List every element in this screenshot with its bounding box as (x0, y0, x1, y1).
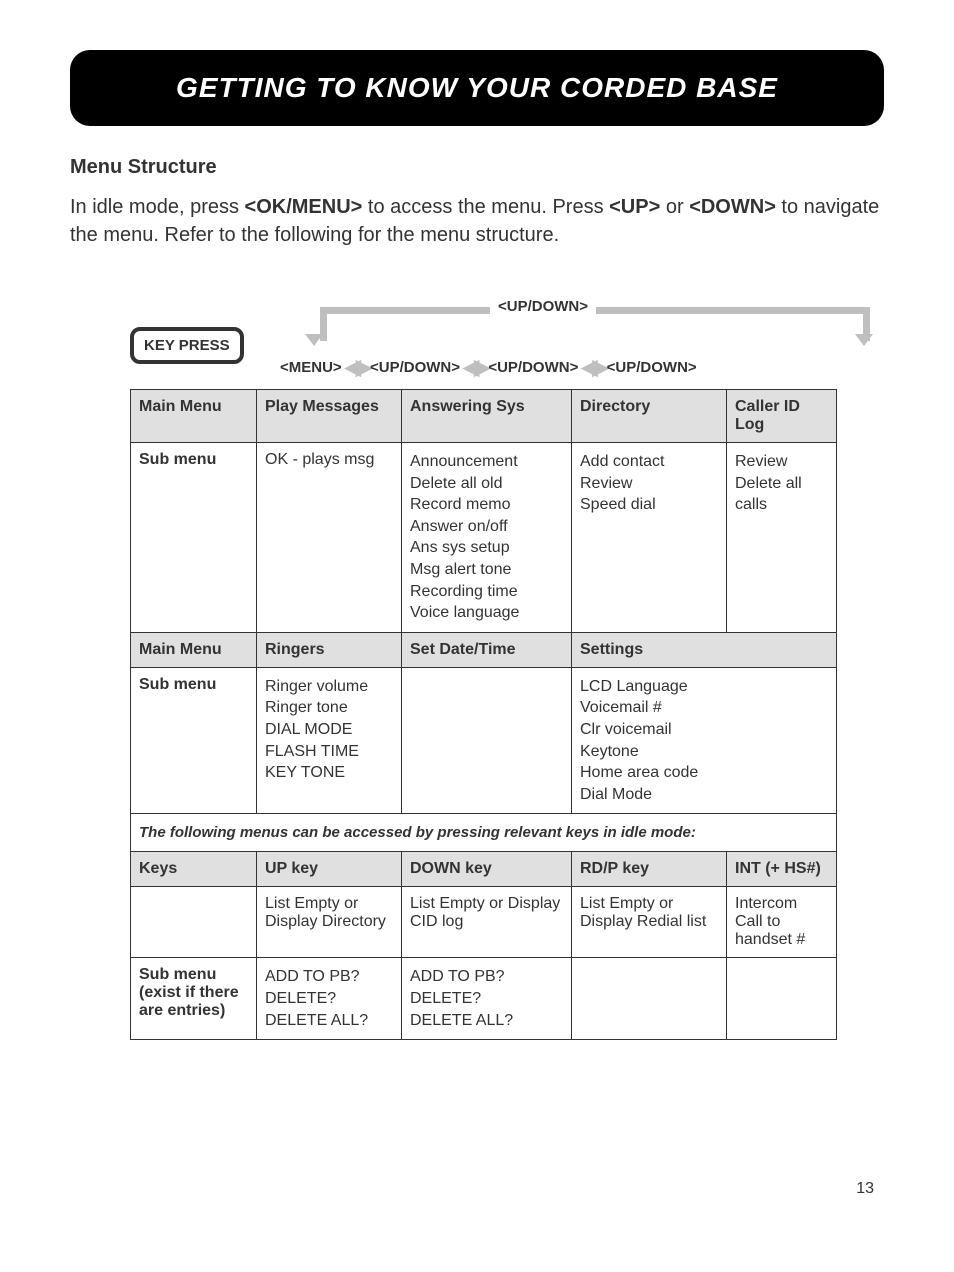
table-row: The following menus can be accessed by p… (131, 814, 837, 852)
nav-arrow-right (855, 334, 873, 346)
down-key-label: <DOWN> (689, 196, 776, 218)
ok-menu-key-label: <OK/MENU> (245, 196, 363, 218)
list-item: LCD Language (580, 676, 828, 698)
col-answering-sys: Answering Sys (402, 390, 572, 443)
cell-keys-blank (131, 887, 257, 958)
list-item: Answer on/off (410, 516, 563, 538)
col-set-date-time: Set Date/Time (402, 632, 572, 667)
cell-rdp-key-2 (572, 958, 727, 1040)
col-caller-id-log: Caller ID Log (727, 390, 837, 443)
col-settings: Settings (572, 632, 837, 667)
list-item: ADD TO PB? (410, 966, 563, 988)
section-title: Menu Structure (70, 156, 884, 179)
col-play-messages: Play Messages (257, 390, 402, 443)
list-item: Announcement (410, 451, 563, 473)
row-label-submenu: Sub menu (131, 443, 257, 633)
list-item: Dial Mode (580, 784, 828, 806)
list-item: Ringer volume (265, 676, 393, 698)
updown-top-label: <UP/DOWN> (490, 298, 596, 315)
list-item: Delete all calls (735, 473, 828, 516)
list-item: DELETE ALL? (265, 1010, 393, 1032)
harr-icon: ◀▶ (345, 355, 367, 380)
list-item: Ans sys setup (410, 537, 563, 559)
list-item: DELETE? (265, 988, 393, 1010)
cell-directory: Add contactReviewSpeed dial (572, 443, 727, 633)
intro-mid2: or (660, 196, 689, 218)
table-row: Sub menu Ringer volumeRinger toneDIAL MO… (131, 667, 837, 814)
list-item: ADD TO PB? (265, 966, 393, 988)
table-row: List Empty or Display Directory List Emp… (131, 887, 837, 958)
cell-play-msg: OK - plays msg (257, 443, 402, 633)
list-item: Delete all old (410, 473, 563, 495)
up-key-label: <UP> (609, 196, 660, 218)
list-item: Home area code (580, 762, 828, 784)
col-down-key: DOWN key (402, 852, 572, 887)
page-number: 13 (70, 1180, 874, 1198)
harr-icon: ◀▶ (581, 355, 603, 380)
cell-ringers: Ringer volumeRinger toneDIAL MODEFLASH T… (257, 667, 402, 814)
cell-up-key-1: List Empty or Display Directory (257, 887, 402, 958)
separator-note: The following menus can be accessed by p… (131, 814, 837, 852)
col-main-menu-2: Main Menu (131, 632, 257, 667)
list-item: Add contact (580, 451, 718, 473)
list-item: Msg alert tone (410, 559, 563, 581)
intro-paragraph: In idle mode, press <OK/MENU> to access … (70, 193, 884, 249)
list-item: KEY TONE (265, 762, 393, 784)
cell-settings: LCD LanguageVoicemail #Clr voicemailKeyt… (572, 667, 837, 814)
list-item: Voicemail # (580, 697, 828, 719)
col-int-key: INT (+ HS#) (727, 852, 837, 887)
col-up-key: UP key (257, 852, 402, 887)
intro-prefix: In idle mode, press (70, 196, 245, 218)
menu-nav-diagram: KEY PRESS <UP/DOWN> <MENU> ◀▶ <UP/DOWN> … (130, 299, 864, 389)
list-item: Review (580, 473, 718, 495)
col-keys: Keys (131, 852, 257, 887)
list-item: Record memo (410, 494, 563, 516)
list-item: FLASH TIME (265, 741, 393, 763)
cell-rdp-key-1: List Empty or Display Redial list (572, 887, 727, 958)
row-label-submenu-2: Sub menu (131, 667, 257, 814)
cell-int-key-1: Intercom Call to handset # (727, 887, 837, 958)
page-header-banner: GETTING TO KNOW YOUR CORDED BASE (70, 50, 884, 126)
table-row: Sub menu OK - plays msg AnnouncementDele… (131, 443, 837, 633)
col-main-menu: Main Menu (131, 390, 257, 443)
nav-arrow-left (305, 334, 323, 346)
col-ringers: Ringers (257, 632, 402, 667)
table-row: Main Menu Ringers Set Date/Time Settings (131, 632, 837, 667)
menu-row-labels: <MENU> ◀▶ <UP/DOWN> ◀▶ <UP/DOWN> ◀▶ <UP/… (280, 355, 864, 380)
menu-label: <MENU> (280, 359, 342, 376)
cell-set-date-time (402, 667, 572, 814)
intro-mid1: to access the menu. Press (362, 196, 609, 218)
list-item: Ringer tone (265, 697, 393, 719)
list-item: Clr voicemail (580, 719, 828, 741)
list-item: DELETE? (410, 988, 563, 1010)
list-item: Speed dial (580, 494, 718, 516)
row-label-submenu-3: Sub menu (exist if there are entries) (131, 958, 257, 1040)
harr-icon: ◀▶ (463, 355, 485, 380)
cell-down-key-1: List Empty or Display CID log (402, 887, 572, 958)
list-item: Voice language (410, 602, 563, 624)
cell-up-key-2: ADD TO PB?DELETE?DELETE ALL? (257, 958, 402, 1040)
updown-label-2: <UP/DOWN> (488, 359, 578, 376)
key-press-box: KEY PRESS (130, 327, 244, 364)
cell-answering-sys: AnnouncementDelete all oldRecord memoAns… (402, 443, 572, 633)
menu-structure-table: Main Menu Play Messages Answering Sys Di… (130, 389, 837, 1040)
updown-label-1: <UP/DOWN> (370, 359, 460, 376)
table-row: Sub menu (exist if there are entries) AD… (131, 958, 837, 1040)
list-item: Review (735, 451, 828, 473)
col-directory: Directory (572, 390, 727, 443)
list-item: Recording time (410, 581, 563, 603)
table-row: Main Menu Play Messages Answering Sys Di… (131, 390, 837, 443)
table-row: Keys UP key DOWN key RD/P key INT (+ HS#… (131, 852, 837, 887)
list-item: Keytone (580, 741, 828, 763)
cell-caller-id: ReviewDelete all calls (727, 443, 837, 633)
cell-down-key-2: ADD TO PB?DELETE?DELETE ALL? (402, 958, 572, 1040)
list-item: DELETE ALL? (410, 1010, 563, 1032)
list-item: DIAL MODE (265, 719, 393, 741)
updown-label-3: <UP/DOWN> (607, 359, 697, 376)
col-rdp-key: RD/P key (572, 852, 727, 887)
cell-int-key-2 (727, 958, 837, 1040)
